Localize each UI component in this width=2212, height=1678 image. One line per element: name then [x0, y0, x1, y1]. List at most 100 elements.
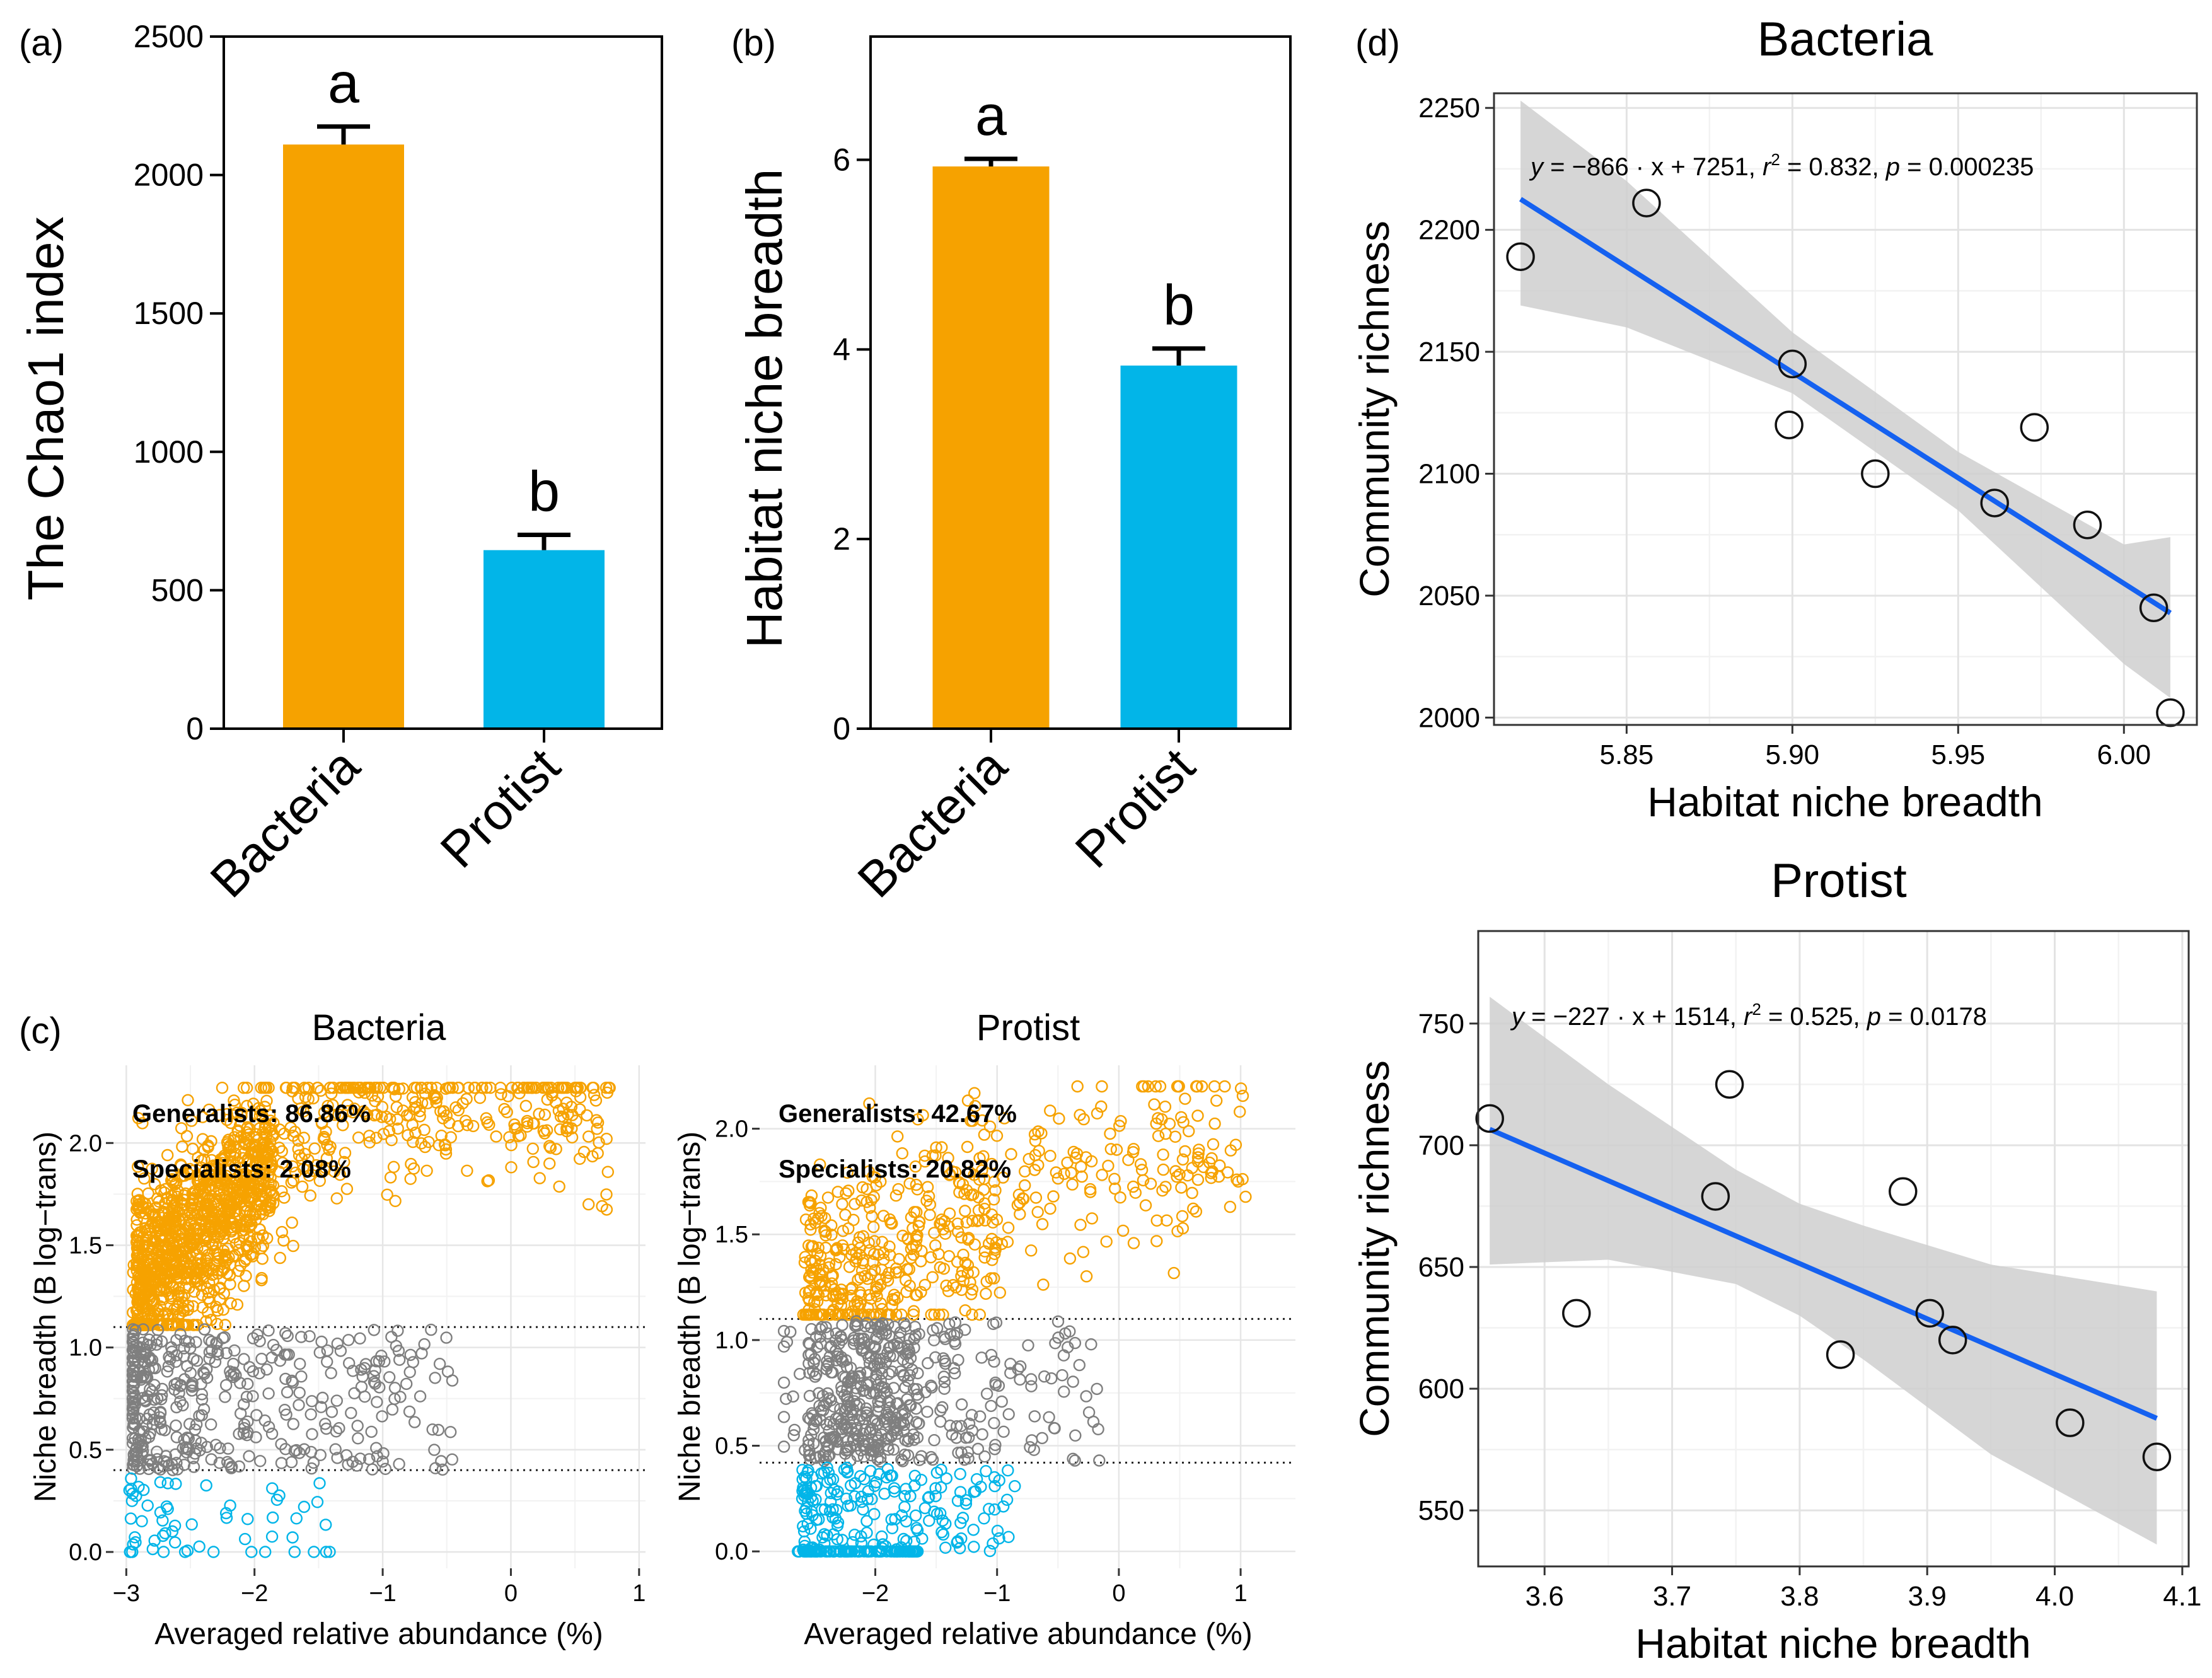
data-point: [148, 1177, 161, 1191]
data-point: [1029, 1135, 1042, 1147]
data-point: [195, 1288, 209, 1302]
data-point: [137, 1350, 150, 1363]
data-point: [129, 1324, 142, 1337]
data-point: [799, 1545, 811, 1558]
data-point: [842, 1308, 854, 1321]
panel-c-protist-ticks: −2 −1 0 1 0.0 0.5 1.0 1.5 2.0: [715, 1116, 1247, 1607]
data-point: [264, 1161, 277, 1174]
points-generalists: [797, 1080, 1252, 1321]
data-point: [814, 1330, 826, 1343]
data-point: [142, 1285, 155, 1298]
data-point: [888, 1320, 901, 1333]
panel-a-chao1-bar-chart: (a) The Chao1 index 0 500 1000 1500 2000 2500…: [18, 19, 663, 908]
data-point: [831, 1435, 844, 1448]
data-point: [224, 1195, 237, 1208]
data-point: [188, 1285, 200, 1298]
data-point: [929, 1490, 942, 1503]
data-point: [1044, 1202, 1057, 1215]
data-point: [161, 1365, 173, 1378]
data-point: [588, 1089, 601, 1101]
panel-b-ylabel: Habitat niche breadth: [736, 169, 792, 649]
data-point: [1889, 1177, 1918, 1206]
data-point: [200, 1440, 213, 1454]
data-point: [371, 1450, 384, 1463]
data-point: [856, 1341, 869, 1355]
data-point: [555, 1081, 568, 1094]
data-point: [331, 1337, 344, 1350]
data-point: [842, 1500, 854, 1512]
data-point: [169, 1245, 182, 1258]
data-point: [898, 1490, 911, 1503]
data-point: [939, 1357, 952, 1370]
data-point: [821, 1355, 833, 1368]
data-point: [196, 1111, 209, 1123]
data-point: [356, 1084, 368, 1097]
data-point: [259, 1081, 272, 1094]
data-point: [152, 1264, 165, 1276]
data-point: [415, 1137, 428, 1150]
data-point: [392, 1345, 405, 1357]
data-point: [126, 1385, 139, 1397]
data-point: [315, 1116, 328, 1129]
panel-d-bacteria-title: Bacteria: [1757, 13, 1934, 66]
data-point: [286, 1531, 299, 1544]
data-point: [980, 1287, 992, 1300]
data-point: [320, 1546, 332, 1558]
x-tick-label: 4.1: [2163, 1581, 2201, 1612]
data-point: [840, 1392, 854, 1406]
data-point: [949, 1338, 962, 1350]
data-point: [966, 1188, 980, 1201]
bar-protist: [1120, 365, 1237, 729]
panel-c-bacteria-ticks: −3 −2 −1 0 1 0.0 0.5 1.0 1.5 2.0: [69, 1130, 646, 1607]
data-point: [214, 1169, 227, 1182]
data-point: [830, 1354, 843, 1367]
panel-d-protist-equation: y = −227 · x + 1514, r2 = 0.525, p = 0.0…: [1510, 1000, 1987, 1031]
data-point: [978, 1214, 992, 1227]
data-point: [1167, 1266, 1180, 1280]
data-point: [184, 1367, 197, 1379]
data-point: [985, 1272, 997, 1285]
data-point: [777, 1376, 790, 1389]
panel-d-bacteria-ticks: 5.85 5.90 5.95 6.00 2000 2050 2100 2150 2200 2250: [1418, 93, 2151, 770]
data-point: [1048, 1422, 1061, 1435]
data-point: [253, 1367, 266, 1380]
data-point: [949, 1316, 962, 1329]
data-point: [862, 1438, 876, 1451]
data-point: [871, 1290, 883, 1303]
data-point: [985, 1399, 997, 1413]
data-point: [881, 1318, 895, 1331]
data-point: [420, 1164, 433, 1177]
data-point: [1016, 1192, 1029, 1205]
data-point: [456, 1097, 469, 1110]
data-point: [361, 1108, 374, 1121]
data-point: [199, 1254, 212, 1266]
data-point: [219, 1218, 231, 1231]
data-point: [962, 1232, 975, 1244]
data-point: [843, 1440, 857, 1453]
data-point: [246, 1390, 259, 1403]
data-point: [848, 1529, 861, 1541]
data-point: [260, 1363, 273, 1376]
data-point: [1115, 1114, 1127, 1128]
data-point: [837, 1225, 850, 1237]
data-point: [995, 1395, 1008, 1408]
data-point: [1187, 1202, 1200, 1215]
data-point: [825, 1229, 838, 1241]
data-point: [889, 1266, 902, 1279]
panel-a-ylabel: The Chao1 index: [18, 216, 74, 600]
data-point: [968, 1238, 982, 1251]
data-point: [964, 1276, 976, 1289]
data-point: [1002, 1530, 1015, 1544]
data-point: [1233, 1105, 1246, 1118]
data-point: [897, 1532, 910, 1546]
data-point: [1018, 1179, 1031, 1192]
x-tick-label: 3.9: [1908, 1581, 1947, 1612]
data-point: [874, 1455, 887, 1468]
data-point: [830, 1488, 843, 1501]
data-point: [842, 1184, 855, 1197]
data-point: [393, 1082, 405, 1096]
x-tick-label-protist: Protist: [430, 738, 570, 878]
data-point: [262, 1420, 275, 1433]
data-point: [860, 1515, 873, 1527]
data-point: [1050, 1166, 1063, 1179]
